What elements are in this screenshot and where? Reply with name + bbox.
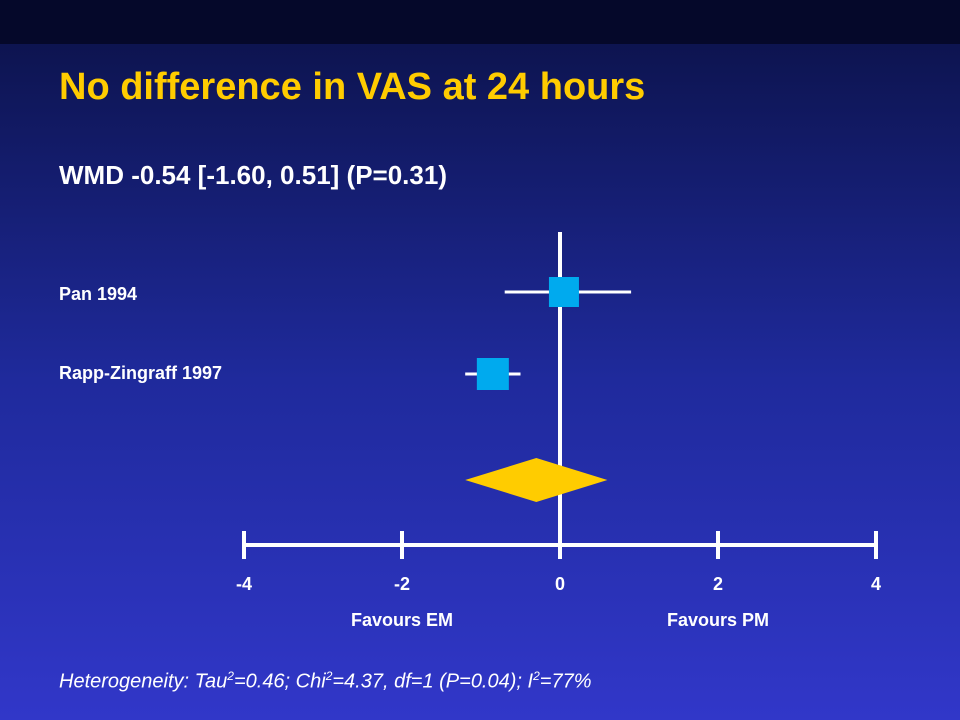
favours-right-label: Favours PM [667, 610, 769, 630]
study-label-rapp-zingraff-1997: Rapp-Zingraff 1997 [59, 363, 223, 383]
favours-left-label: Favours EM [351, 610, 453, 630]
study-label-pan-1994: Pan 1994 [59, 284, 138, 304]
heterogeneity-stats: Heterogeneity: Tau2=0.46; Chi2=4.37, df=… [59, 669, 592, 693]
pooled-diamond [465, 458, 608, 502]
x-axis-tick-label: -2 [394, 574, 410, 594]
study-marker [548, 277, 579, 307]
x-axis-tick-label: 0 [555, 574, 565, 594]
forest-plot: -4 -2 0 2 4 Favours EM Favours PM [236, 277, 881, 630]
x-axis-tick-label: 2 [713, 574, 723, 594]
pooled-summary: WMD -0.54 [-1.60, 0.51] (P=0.31) [59, 160, 447, 190]
study-marker [476, 358, 509, 390]
slide-title: No difference in VAS at 24 hours [59, 66, 646, 108]
x-axis-tick-label: -4 [236, 574, 252, 594]
x-axis-tick-label: 4 [871, 574, 881, 594]
